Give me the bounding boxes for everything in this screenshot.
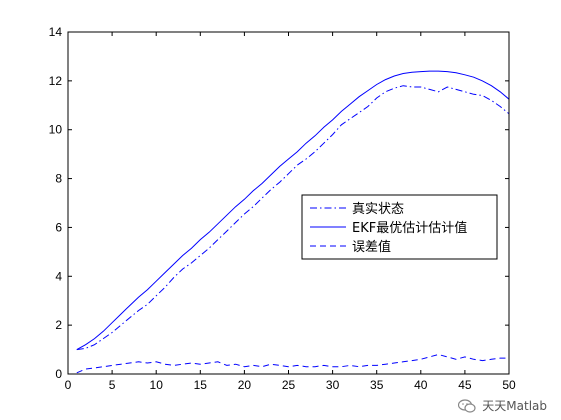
legend-label-2: EKF最优估计估计值 — [352, 220, 467, 236]
x-tick-label: 0 — [65, 378, 72, 392]
wechat-icon — [458, 398, 476, 413]
x-tick-label: 50 — [502, 378, 516, 392]
watermark-text: 天天Matlab — [482, 399, 547, 413]
x-tick-label: 15 — [194, 378, 208, 392]
y-tick-label: 14 — [49, 25, 63, 39]
x-tick-label: 40 — [414, 378, 428, 392]
y-tick-label: 2 — [55, 318, 62, 332]
x-tick-label: 10 — [150, 378, 164, 392]
x-tick-label: 5 — [109, 378, 116, 392]
y-tick-label: 8 — [55, 172, 62, 186]
y-tick-label: 10 — [49, 123, 63, 137]
legend-label-1: 真实状态 — [352, 202, 404, 217]
y-tick-label: 4 — [55, 269, 62, 283]
series-line-2 — [76, 70, 510, 351]
legend-label-3: 误差值 — [352, 239, 391, 255]
y-tick-label: 6 — [55, 220, 62, 234]
y-tick-label: 12 — [49, 74, 63, 88]
series-line-1 — [76, 85, 510, 351]
x-tick-label: 35 — [370, 378, 384, 392]
x-tick-label: 45 — [458, 378, 472, 392]
x-tick-label: 25 — [282, 378, 296, 392]
y-tick-label: 0 — [55, 367, 62, 381]
watermark: 天天Matlab — [458, 397, 547, 414]
x-tick-label: 30 — [326, 378, 340, 392]
series-line-3 — [76, 353, 509, 374]
x-tick-label: 20 — [238, 378, 252, 392]
